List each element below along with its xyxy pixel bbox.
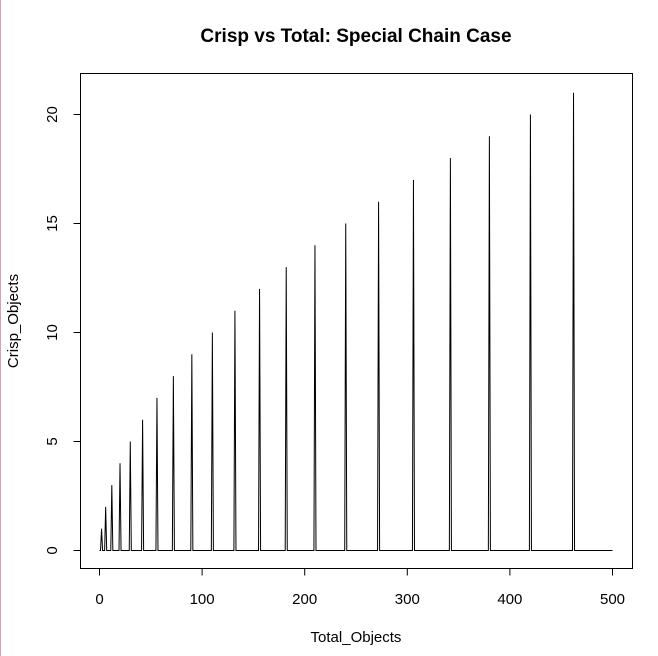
y-tick-label: 5 [44,437,61,445]
x-tick-label: 400 [497,591,522,608]
x-axis-label: Total_Objects [311,629,402,646]
y-tick-label: 0 [44,546,61,554]
y-tick-label: 10 [44,324,61,341]
y-tick-label: 20 [44,106,61,123]
series-group [99,92,613,551]
series-line [99,92,613,551]
y-tick-label: 15 [44,215,61,232]
x-tick-label: 300 [395,591,420,608]
plot-frame [80,73,633,569]
x-axis: 0 100 200 300 400 500 [95,568,625,608]
x-tick-label: 500 [600,591,625,608]
x-tick-label: 100 [190,591,215,608]
y-axis: 0 5 10 15 20 [44,106,81,555]
left-edge-mark [0,0,1,656]
x-tick-label: 0 [95,591,103,608]
x-tick-label: 200 [292,591,317,608]
chart-title: Crisp vs Total: Special Chain Case [200,26,511,47]
y-axis-label: Crisp_Objects [5,274,22,368]
